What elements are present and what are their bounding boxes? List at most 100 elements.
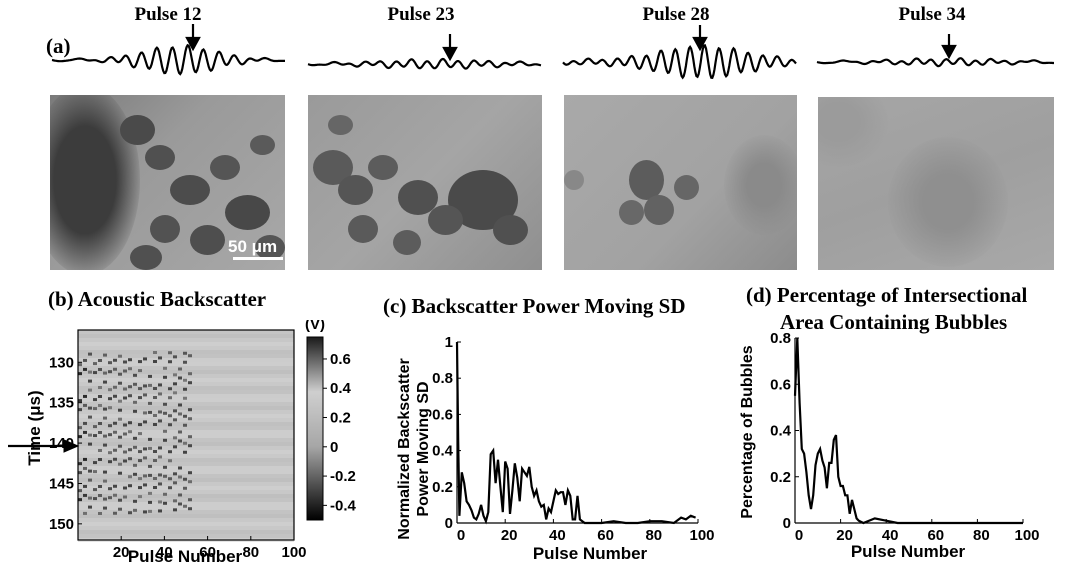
heatmap-cell — [143, 384, 147, 388]
chart-d-x-label: Pulse Number — [851, 542, 966, 561]
heatmap-cell — [83, 367, 87, 371]
heatmap-cell — [168, 414, 172, 418]
heatmap-cell — [93, 470, 97, 474]
x-tick-label: 60 — [597, 527, 614, 544]
heatmap-cell — [168, 360, 172, 364]
heatmap-cell — [108, 361, 112, 365]
heatmap-cell — [88, 478, 92, 482]
x-tick-label: 20 — [836, 527, 853, 544]
y-tick-label: 0 — [445, 515, 453, 532]
heatmap-cell — [148, 374, 152, 378]
heatmap-cell — [188, 435, 192, 439]
heatmap-cell — [158, 410, 162, 414]
heatmap-cell — [138, 495, 142, 499]
heatmap-cell — [163, 366, 167, 370]
chart-d-y-label: Percentage of Bubbles — [739, 345, 756, 518]
pulse-23-title: Pulse 23 — [387, 4, 455, 25]
heatmap-cell — [98, 430, 102, 434]
arrow-pulse-28 — [692, 25, 708, 52]
heatmap-x-label: Pulse Number — [128, 547, 243, 564]
heatmap-cell — [168, 459, 172, 463]
heatmap-cell — [93, 425, 97, 429]
heatmap-cell — [93, 371, 97, 375]
heatmap-cell — [148, 437, 152, 441]
heatmap-cell — [98, 457, 102, 461]
heatmap-cell — [123, 360, 127, 364]
heatmap-cell — [148, 500, 152, 504]
heatmap-cell — [158, 446, 162, 450]
heatmap-cell — [88, 388, 92, 392]
scale-bar-label: 50 μm — [228, 237, 278, 256]
heatmap-cell — [168, 351, 172, 355]
heatmap-cell — [153, 459, 157, 463]
heatmap-cell — [188, 354, 192, 358]
heatmap-cell — [123, 396, 127, 400]
heatmap-cell — [158, 473, 162, 477]
y-tick-label: 0.6 — [770, 376, 791, 393]
panel-b-title: (b) Acoustic Backscatter — [48, 287, 267, 311]
heatmap-cell — [113, 367, 117, 371]
heatmap-cell — [153, 387, 157, 391]
heatmap-cell — [148, 464, 152, 468]
arrow-pulse-23 — [442, 34, 458, 62]
heatmap-cell — [153, 450, 157, 454]
heatmap-cell — [168, 396, 172, 400]
heatmap-cell — [158, 383, 162, 387]
heatmap-cell — [158, 392, 162, 396]
heatmap-cell — [103, 506, 107, 510]
heatmap-cell — [98, 448, 102, 452]
arrow-pulse-12 — [185, 24, 201, 52]
heatmap-cell — [123, 387, 127, 391]
heatmap-cell — [148, 446, 152, 450]
heatmap-cell — [183, 414, 187, 418]
heatmap-cell — [113, 394, 117, 398]
heatmap-cell — [178, 367, 182, 371]
heatmap-cell — [188, 444, 192, 448]
heatmap-cell — [113, 493, 117, 497]
heatmap-cell — [93, 461, 97, 465]
heatmap-cell — [183, 486, 187, 490]
heatmap-cell — [113, 430, 117, 434]
heatmap-cell — [133, 373, 137, 377]
heatmap-x-tick: 40 — [156, 544, 173, 561]
colorbar-tick: 0.6 — [330, 351, 351, 368]
heatmap-cell — [113, 385, 117, 389]
y-tick-label: 0.2 — [770, 469, 791, 486]
heatmap-cell — [173, 499, 177, 503]
heatmap-cell — [183, 423, 187, 427]
heatmap-cell — [188, 381, 192, 385]
heatmap-cell — [83, 511, 87, 515]
heatmap-cell — [188, 498, 192, 502]
heatmap-cell — [143, 510, 147, 514]
heatmap-cell — [93, 488, 97, 492]
heatmap-cell — [78, 408, 82, 412]
heatmap-cell — [143, 483, 147, 487]
colorbar-tick: 0.2 — [330, 410, 351, 427]
heatmap-cell — [108, 460, 112, 464]
heatmap-cell — [133, 463, 137, 467]
heatmap-cell — [83, 394, 87, 398]
pulse-12-title: Pulse 12 — [134, 4, 202, 25]
heatmap-cell — [143, 411, 147, 415]
heatmap-cell — [108, 496, 112, 500]
heatmap-cell — [138, 396, 142, 400]
scale-bar — [233, 257, 283, 260]
waveform-pulse-28 — [562, 44, 797, 80]
chart-c-x-label: Pulse Number — [533, 544, 648, 563]
heatmap-cell — [153, 351, 157, 355]
heatmap-cell — [158, 482, 162, 486]
heatmap-cell — [188, 471, 192, 475]
heatmap-cell — [128, 385, 132, 389]
heatmap-cell — [133, 508, 137, 512]
heatmap-cell — [183, 441, 187, 445]
heatmap-cell — [138, 423, 142, 427]
heatmap-cell — [178, 412, 182, 416]
heatmap-cell — [143, 456, 147, 460]
heatmap-cell — [128, 367, 132, 371]
heatmap-cell — [88, 433, 92, 437]
heatmap-cell — [118, 372, 122, 376]
heatmap-cell — [158, 356, 162, 360]
heatmap-cell — [168, 423, 172, 427]
heatmap-cell — [178, 376, 182, 380]
